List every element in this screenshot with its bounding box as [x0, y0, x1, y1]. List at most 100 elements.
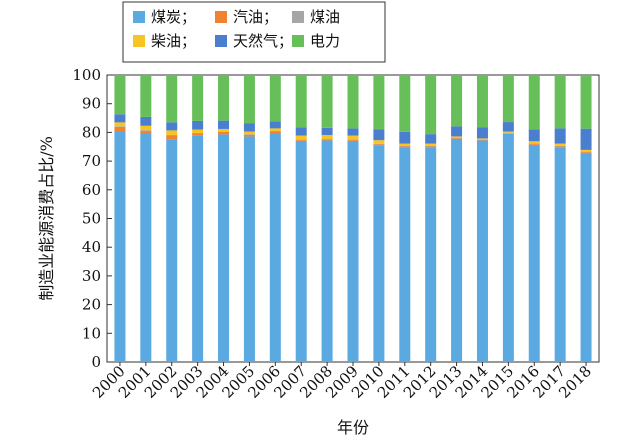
bar-segment-2003-0	[192, 135, 204, 362]
bar-segment-2000-4	[114, 114, 126, 123]
bar-segment-2008-3	[321, 134, 333, 139]
bar-segment-2013-0	[451, 138, 463, 362]
bar-segment-2017-3	[554, 143, 566, 146]
bar-segment-2006-4	[269, 121, 281, 129]
bar-segment-2002-2	[166, 134, 178, 136]
bar-segment-2009-2	[347, 139, 359, 141]
bar-segment-2000-2	[114, 126, 126, 127]
bar-segment-2015-2	[502, 132, 514, 134]
bar-segment-2001-5	[140, 75, 152, 117]
bar-segment-2004-3	[218, 128, 230, 132]
bar-segment-2005-0	[243, 136, 255, 362]
bar-segment-2014-2	[476, 139, 488, 140]
bar-segment-2014-1	[476, 139, 488, 141]
legend-label: 煤炭；	[151, 8, 196, 26]
bar-segment-2002-3	[166, 130, 178, 135]
bar-segment-2011-3	[399, 143, 411, 146]
bar-segment-2008-1	[321, 139, 333, 141]
bar-segment-2005-3	[243, 131, 255, 135]
bar-segment-2015-0	[502, 133, 514, 362]
bar-segment-2018-5	[580, 75, 592, 129]
bar-segment-2006-2	[269, 130, 281, 132]
bar-segment-2007-1	[295, 140, 307, 142]
bar-segment-2001-2	[140, 130, 152, 131]
bar-segment-2005-1	[243, 134, 255, 137]
bar-segment-2016-5	[528, 75, 540, 130]
bar-segment-2007-3	[295, 135, 307, 140]
bar-segment-2016-2	[528, 143, 540, 145]
legend-swatch	[133, 11, 145, 23]
bar-segment-2001-4	[140, 116, 152, 126]
bar-segment-2007-5	[295, 75, 307, 128]
bar-segment-2000-5	[114, 75, 126, 115]
y-tick-label: 90	[82, 95, 101, 113]
bar-segment-2003-5	[192, 75, 204, 121]
bar-segment-2017-2	[554, 145, 566, 147]
bar-segment-2004-0	[218, 134, 230, 362]
bar-segment-2017-1	[554, 146, 566, 148]
bar-segment-2001-0	[140, 132, 152, 362]
bar-segment-2008-5	[321, 75, 333, 128]
legend-label: 天然气；	[233, 32, 293, 50]
bar-segment-2004-5	[218, 75, 230, 121]
y-tick-label: 10	[82, 324, 101, 342]
bar-segment-2004-2	[218, 131, 230, 132]
bar-segment-2014-4	[476, 127, 488, 139]
bar-segment-2013-4	[451, 126, 463, 137]
legend-swatch	[133, 35, 145, 47]
bar-segment-2011-2	[399, 145, 411, 147]
bar-segment-2000-0	[114, 131, 126, 362]
bar-segment-2006-0	[269, 132, 281, 362]
bar-segment-2010-1	[373, 144, 385, 146]
bar-segment-2001-3	[140, 125, 152, 131]
bar-segment-2009-5	[347, 75, 359, 129]
bar-segment-2012-2	[425, 145, 437, 147]
bar-segment-2016-4	[528, 129, 540, 142]
bar-segment-2017-0	[554, 147, 566, 362]
bar-segment-2001-1	[140, 130, 152, 133]
legend-swatch	[215, 35, 227, 47]
bar-segment-2006-5	[269, 75, 281, 122]
bar-segment-2002-1	[166, 135, 178, 140]
bar-segment-2003-1	[192, 133, 204, 136]
bar-segment-2009-4	[347, 128, 359, 136]
bar-segment-2012-0	[425, 147, 437, 362]
y-tick-label: 80	[82, 123, 101, 141]
x-axis: 2000200120022003200420052006200720082009…	[89, 362, 595, 402]
bar-segment-2016-0	[528, 145, 540, 362]
bar-segment-2010-3	[373, 140, 385, 144]
legend-label: 汽油；	[233, 8, 278, 26]
bar-segment-2006-1	[269, 131, 281, 133]
legend-label: 电力	[310, 32, 340, 50]
bar-segment-2017-5	[554, 75, 566, 129]
y-tick-label: 70	[82, 152, 101, 170]
x-axis-label: 年份	[337, 418, 369, 437]
bar-segment-2007-0	[295, 141, 307, 362]
bar-segment-2017-4	[554, 128, 566, 144]
legend-swatch	[215, 11, 227, 23]
bar-segment-2000-3	[114, 122, 126, 127]
bar-segment-2002-4	[166, 122, 178, 131]
y-axis: 0 10 20 30 40 50 60 70 80 90 100	[72, 66, 112, 371]
bar-segment-2005-2	[243, 134, 255, 135]
legend-swatch	[292, 35, 304, 47]
bar-segment-2015-4	[502, 122, 514, 132]
bar-segment-2004-1	[218, 131, 230, 135]
y-tick-label: 0	[91, 353, 101, 371]
y-tick-label: 60	[82, 181, 101, 199]
bar-segment-2013-2	[451, 137, 463, 138]
bar-segment-2007-2	[295, 139, 307, 141]
bar-segment-2015-3	[502, 131, 514, 133]
y-tick-label: 20	[82, 296, 101, 314]
bar-segment-2005-5	[243, 75, 255, 124]
bar-segment-2018-1	[580, 152, 592, 154]
bar-segment-2006-3	[269, 128, 281, 131]
bar-segment-2016-1	[528, 144, 540, 146]
bar-segment-2003-2	[192, 132, 204, 134]
bar-segment-2011-1	[399, 146, 411, 148]
bar-segment-2007-4	[295, 127, 307, 136]
bar-segment-2011-5	[399, 75, 411, 132]
bar-segment-2018-4	[580, 128, 592, 150]
